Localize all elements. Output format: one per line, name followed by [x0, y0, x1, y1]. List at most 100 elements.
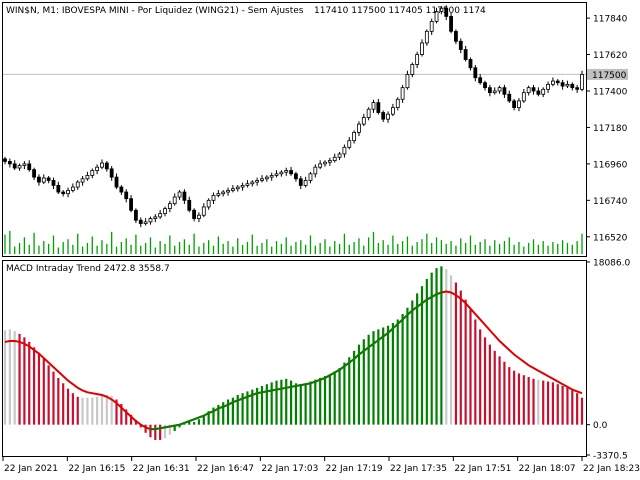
candle-body	[250, 181, 255, 185]
candle-body	[463, 49, 468, 60]
candle-body	[114, 176, 119, 188]
candle-body	[424, 30, 429, 44]
candle-body	[434, 11, 439, 22]
candle-body	[454, 30, 458, 42]
candle-body	[487, 87, 492, 94]
candle-body	[308, 173, 313, 181]
price-tick-label: 117840	[593, 15, 628, 25]
time-tick-label: 22 Jan 2021	[4, 464, 58, 474]
candle-body	[580, 74, 584, 90]
price-tick-label: 116520	[593, 233, 628, 243]
candle-body	[46, 177, 51, 181]
candle-body	[119, 186, 124, 193]
time-tick-label: 22 Jan 17:51	[454, 464, 511, 474]
candle-body	[3, 158, 7, 162]
candle-body	[352, 131, 357, 142]
candle-body	[439, 7, 444, 12]
candle-body	[444, 7, 449, 17]
candle-body	[386, 113, 390, 120]
price-tick-label: 117180	[593, 124, 628, 134]
candle-body	[75, 181, 80, 188]
candle-body	[12, 163, 17, 169]
time-tick-label: 22 Jan 17:35	[390, 464, 447, 474]
candle-body	[347, 140, 352, 148]
indicator-axis: 18086.0 0.0 -3370.5	[586, 259, 630, 462]
candle-body	[104, 162, 109, 170]
candle-body	[289, 170, 293, 175]
indicator-title: MACD Intraday Trend 2472.8 3558.7	[6, 264, 170, 274]
current-price-label: 117500	[592, 71, 627, 81]
candle-body	[230, 188, 235, 191]
candle-body	[269, 175, 274, 178]
candle-body	[560, 82, 565, 87]
symbol-header: WIN$N, M1: IBOVESPA MINI - Por Liquidez …	[6, 6, 304, 16]
candle-body	[410, 64, 415, 75]
candle-body	[255, 180, 260, 183]
candle-body	[332, 156, 337, 161]
candle-body	[124, 191, 129, 200]
candle-body	[294, 173, 298, 180]
candle-body	[492, 90, 497, 94]
candle-body	[70, 186, 75, 191]
candle-body	[245, 183, 250, 186]
candle-body	[187, 199, 192, 211]
candle-body	[483, 82, 487, 89]
candle-body	[376, 102, 381, 113]
candle-body	[235, 186, 240, 190]
candle-body	[32, 169, 36, 178]
candle-body	[526, 87, 531, 94]
candle-body	[473, 67, 478, 79]
candle-body	[478, 77, 483, 84]
candle-body	[90, 170, 95, 176]
current-price-marker	[587, 68, 628, 80]
time-tick-label: 22 Jan 16:31	[133, 464, 190, 474]
candle-body	[323, 161, 327, 165]
price-tick-label: 116960	[593, 160, 628, 170]
time-tick-label: 22 Jan 16:47	[197, 464, 254, 474]
candle-body	[531, 87, 536, 92]
candle-body	[177, 191, 182, 198]
candle-body	[80, 178, 85, 183]
candle-body	[565, 83, 570, 87]
candle-body	[420, 42, 424, 55]
candle-body	[206, 199, 211, 208]
price-tick-label: 117620	[593, 51, 628, 61]
price-tick-label: 116740	[593, 197, 628, 207]
candle-body	[163, 208, 167, 214]
candle-body	[17, 165, 22, 169]
candle-body	[182, 191, 187, 201]
price-panel-frame	[2, 2, 587, 257]
candle-body	[211, 194, 216, 201]
candle-body	[264, 176, 269, 180]
candle-body	[517, 100, 521, 108]
indicator-tick-label: -3370.5	[593, 452, 628, 462]
candle-body	[27, 163, 32, 171]
candle-body	[298, 178, 303, 186]
candle-body	[61, 191, 66, 195]
candle-body	[100, 162, 104, 168]
candle-body	[260, 178, 264, 181]
candle-body	[216, 193, 221, 196]
candle-body	[502, 87, 507, 95]
candle-body	[22, 163, 27, 166]
candle-body	[342, 146, 347, 155]
volume-bars	[4, 230, 583, 254]
candle-body	[449, 16, 453, 32]
candle-body	[357, 123, 361, 133]
time-tick-label: 22 Jan 16:15	[68, 464, 125, 474]
indicator-tick-label: 18086.0	[593, 259, 630, 269]
candle-body	[575, 87, 580, 90]
candle-body	[507, 93, 512, 102]
candle-body	[284, 170, 289, 173]
ohlc-readout: 117410 117500 117405 117500 1174	[314, 6, 486, 16]
candle-body	[546, 83, 550, 90]
time-tick-label: 22 Jan 18:23	[583, 464, 640, 474]
indicator-panel-frame	[2, 260, 587, 457]
candle-body	[134, 209, 138, 221]
candle-body	[274, 173, 279, 176]
price-candles	[3, 5, 584, 228]
candle-body	[197, 214, 201, 219]
candle-body	[313, 166, 318, 175]
